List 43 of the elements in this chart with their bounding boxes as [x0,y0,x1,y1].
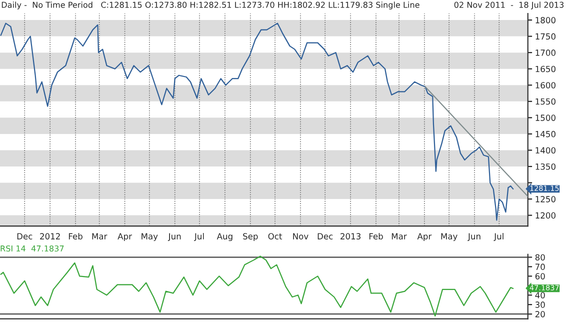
y-tick-label: 1450 [536,130,556,138]
x-tick-label: Dec [17,233,32,240]
x-tick-label: 2013 [340,233,360,240]
x-tick-label: Jun [468,233,480,241]
x-tick-label: Nov [293,233,308,240]
y-tick-label: 1200 [536,212,556,219]
y-tick-label: 20 [535,311,545,318]
x-tick-label: Jul [194,232,204,241]
line-series [0,256,514,316]
x-tick-label: Aug [216,233,232,242]
y-tick-label: 1350 [536,163,556,170]
x-tick-label: May [441,233,458,242]
y-tick-label: 1800 [536,17,556,24]
x-tick-label: Oct [268,233,282,240]
y-tick-label: 1700 [536,50,556,56]
chart-title: Daily - No Time Period C:1281.15 O:1273.80 H:1282.51 L:1273.70 HH:1802.92 LL:1179.83 Single Line [2,2,420,10]
x-tick-label: Dec [318,233,333,240]
y-tick-label: 70 [536,264,545,270]
x-tick-label: Feb [68,232,82,240]
x-tick-label: Mar [392,233,407,240]
x-tick-label: May [142,233,158,242]
y-tick-label: 40 [535,292,545,298]
y-tick-label: 1250 [536,196,556,202]
y-tick-label: 1400 [536,147,556,154]
y-tick-label: 1750 [536,33,556,40]
x-tick-label: 2012 [40,233,60,240]
x-tick-label: Feb [369,232,383,240]
y-tick-label: 60 [535,273,545,280]
y-tick-label: 30 [535,302,545,308]
x-tick-label: Mar [92,233,108,240]
y-tick-label: 1500 [536,114,556,121]
x-tick-label: Apr [118,233,132,242]
y-tick-label: 1550 [536,98,556,105]
y-tick-label: 80 [535,254,545,261]
y-tick-label: 1600 [536,82,556,88]
y-tick-label: 1650 [536,66,556,72]
x-tick-label: Sep [243,233,258,242]
x-tick-label: Jul [494,232,504,241]
chart-subtitle: 02 Nov 2011 - 18 Jul 2013 [454,2,564,10]
x-tick-label: Apr [417,233,432,242]
line-series [0,22,514,221]
x-tick-label: Jun [168,233,181,241]
chart-title: RSI 14 47.1837 [0,245,64,252]
